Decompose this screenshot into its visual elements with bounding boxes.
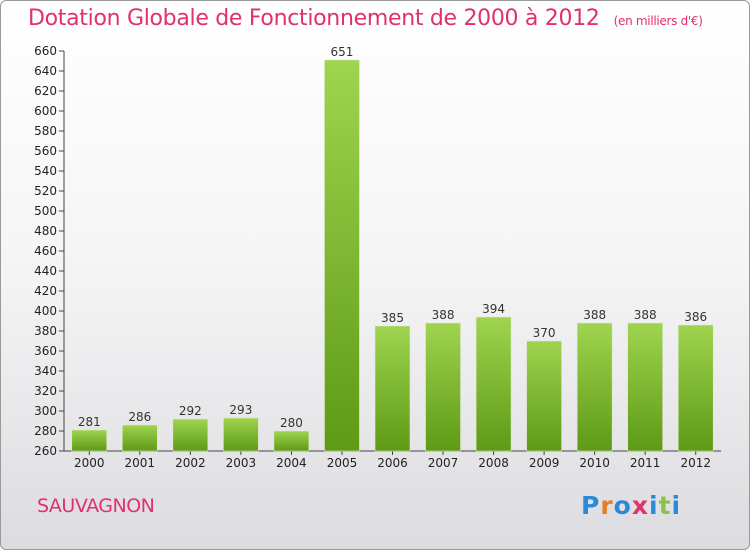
y-tick-label: 460: [34, 244, 57, 258]
data-label-2006: 385: [381, 311, 404, 325]
x-tick-label-2010: 2010: [579, 456, 610, 470]
bar-2007: [425, 322, 461, 452]
y-tick-label: 420: [34, 284, 57, 298]
bar-2006: [374, 325, 411, 452]
logo-letter: r: [600, 491, 614, 520]
bar-2011: [627, 322, 663, 452]
data-label-2009: 370: [533, 326, 556, 340]
y-tick-label: 340: [34, 364, 57, 378]
y-tick-label: 440: [34, 264, 57, 278]
y-tick-label: 480: [34, 224, 57, 238]
bar-2008: [475, 316, 512, 452]
x-tick-label-2005: 2005: [327, 456, 358, 470]
x-tick-label-2008: 2008: [478, 456, 509, 470]
bar-2000: [71, 429, 108, 452]
x-tick-label-2000: 2000: [74, 456, 105, 470]
logo-letter: o: [613, 491, 632, 520]
data-label-2001: 286: [128, 410, 151, 424]
y-tick-label: 580: [34, 124, 57, 138]
axes: 260 280 300 320 340 360 380 400 420 440 460 480 500 5…: [34, 44, 721, 470]
y-tick-label: 600: [34, 104, 57, 118]
bar-2009: [526, 340, 562, 452]
y-tick-label: 500: [34, 204, 57, 218]
data-labels: 281 286 292 293 280 651 385 388 394 370 388 388 386: [78, 45, 707, 430]
bar-2002: [172, 418, 209, 452]
y-tick-label: 320: [34, 384, 57, 398]
data-label-2004: 280: [280, 416, 303, 430]
data-label-2010: 388: [583, 308, 606, 322]
x-tick-label-2002: 2002: [175, 456, 206, 470]
logo-letter: i: [649, 491, 659, 520]
logo-letter: P: [581, 491, 601, 520]
bar-2004: [273, 430, 310, 452]
chart-title: Dotation Globale de Fonctionnement de 20…: [28, 6, 703, 31]
y-tick-label: 520: [34, 184, 57, 198]
y-tick-label: 280: [34, 424, 57, 438]
x-tick-label-2012: 2012: [680, 456, 711, 470]
bar-2001: [122, 424, 158, 452]
x-tick-label-2006: 2006: [377, 456, 408, 470]
data-label-2000: 281: [78, 415, 101, 429]
bar-2003: [223, 417, 259, 452]
y-tick-label: 360: [34, 344, 57, 358]
y-tick-label: 400: [34, 304, 57, 318]
data-label-2008: 394: [482, 302, 505, 316]
logo-letter: t: [658, 491, 672, 520]
x-tick-label-2003: 2003: [226, 456, 257, 470]
bar-2012: [677, 324, 714, 452]
y-tick-label: 260: [34, 444, 57, 458]
city-name: SAUVAGNON: [37, 495, 155, 517]
x-tick-label-2004: 2004: [276, 456, 307, 470]
proxiti-logo: Proxiti: [581, 491, 681, 520]
bars: [71, 59, 714, 452]
x-tick-label-2007: 2007: [428, 456, 459, 470]
bar-2010: [576, 322, 613, 452]
data-label-2003: 293: [229, 403, 252, 417]
bar-2005: [324, 59, 360, 452]
data-label-2012: 386: [684, 310, 707, 324]
logo-letter: i: [671, 491, 682, 520]
data-label-2005: 651: [331, 45, 354, 59]
data-label-2007: 388: [432, 308, 455, 322]
logo-letter: x: [631, 491, 649, 520]
y-tick-label: 560: [34, 144, 57, 158]
y-tick-label: 620: [34, 84, 57, 98]
y-tick-label: 640: [34, 64, 57, 78]
y-tick-label: 380: [34, 324, 57, 338]
y-tick-label: 540: [34, 164, 57, 178]
chart-unit: (en milliers d'€): [613, 14, 703, 28]
bar-chart: 260 280 300 320 340 360 380 400 420 440 460 480 500 5…: [34, 44, 721, 470]
x-tick-label-2009: 2009: [529, 456, 560, 470]
x-tick-label-2001: 2001: [125, 456, 156, 470]
data-label-2011: 388: [634, 308, 657, 322]
x-tick-label-2011: 2011: [630, 456, 661, 470]
data-label-2002: 292: [179, 404, 202, 418]
y-tick-label: 660: [34, 44, 57, 58]
y-tick-label: 300: [34, 404, 57, 418]
